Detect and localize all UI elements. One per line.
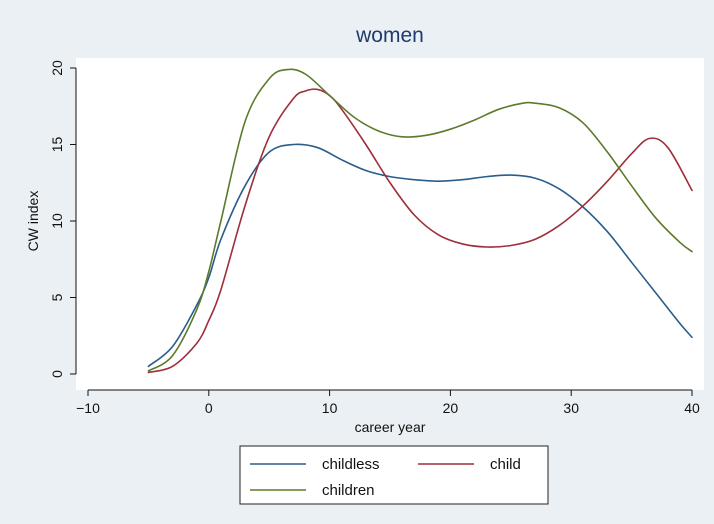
y-tick-label: 15 bbox=[49, 137, 65, 153]
y-tick-label: 5 bbox=[49, 293, 65, 301]
y-tick-label: 20 bbox=[49, 60, 65, 76]
legend-label-child: child bbox=[490, 456, 521, 473]
y-tick-label: 10 bbox=[49, 213, 65, 229]
series-line-children bbox=[147, 68, 693, 372]
x-tick-label: 0 bbox=[205, 400, 213, 416]
x-axis: −10 0 10 20 30 40 bbox=[76, 389, 700, 416]
legend-label-childless: childless bbox=[322, 456, 380, 473]
y-axis-title: CW index bbox=[25, 191, 41, 252]
series-line-childless bbox=[147, 143, 693, 368]
y-axis: 0 5 10 15 20 bbox=[49, 60, 77, 378]
x-tick-label: 30 bbox=[563, 400, 579, 416]
x-tick-label: 10 bbox=[322, 400, 338, 416]
legend-label-children: children bbox=[322, 482, 375, 499]
series-line-child bbox=[147, 88, 693, 374]
x-axis-title: career year bbox=[355, 419, 426, 435]
chart-title: women bbox=[355, 24, 424, 47]
x-tick-label: 40 bbox=[684, 400, 700, 416]
legend: childless child children bbox=[239, 445, 549, 505]
plot-area bbox=[76, 58, 704, 390]
series-layer bbox=[147, 68, 693, 374]
legend-box bbox=[239, 445, 549, 505]
x-tick-label: −10 bbox=[76, 400, 100, 416]
y-tick-label: 0 bbox=[49, 370, 65, 378]
x-tick-label: 20 bbox=[443, 400, 459, 416]
